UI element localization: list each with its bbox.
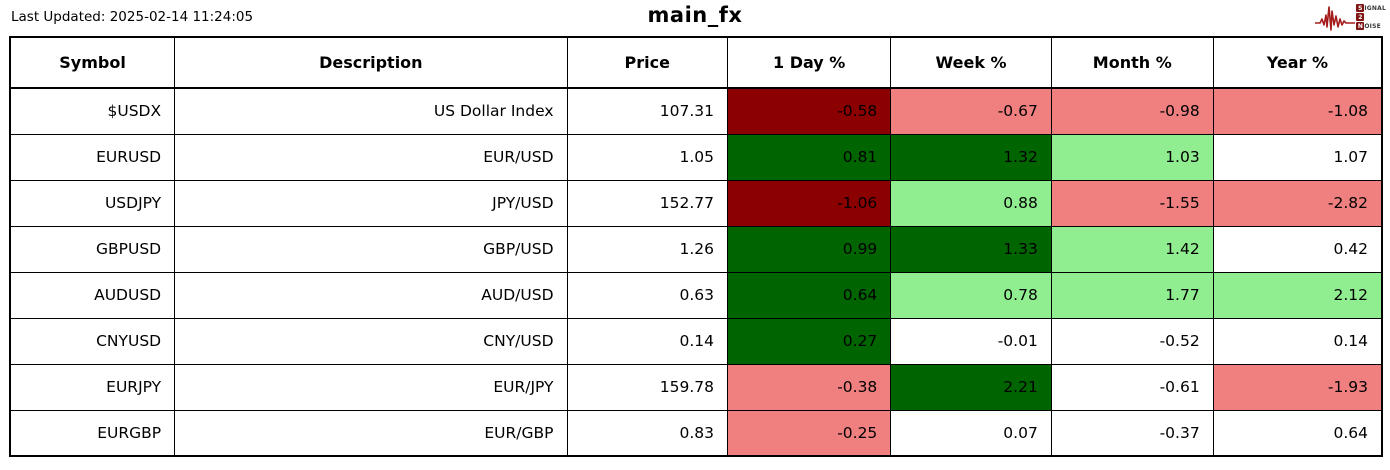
symbol-cell: GBPUSD [9, 225, 176, 273]
symbol-cell: $USDX [9, 87, 176, 135]
table-body: $USDX US Dollar Index 107.31 -0.58 -0.67 -0.9… [9, 87, 1383, 457]
page-title: main_fx [647, 3, 743, 27]
signal2noise-logo: S IGNAL 2 N OISE [1315, 2, 1386, 32]
table-header-row: Symbol Description Price 1 Day % Week % Month… [9, 36, 1383, 89]
description-cell: EUR/JPY [174, 363, 568, 411]
logo-text: S IGNAL 2 N OISE [1356, 4, 1386, 30]
year-change-cell: -1.93 [1212, 363, 1383, 411]
logo-rest-oise: OISE [1364, 22, 1381, 30]
column-header-month-change-cell: Month % [1050, 36, 1214, 89]
week-change-cell: 1.33 [890, 225, 1052, 273]
column-header-price-cell: Price [566, 36, 729, 89]
day-change-cell: -0.38 [727, 363, 892, 411]
table-row: EURJPY EUR/JPY 159.78 -0.38 2.21 -0.61 -1.93 [9, 363, 1383, 411]
table-row: EURGBP EUR/GBP 0.83 -0.25 0.07 -0.37 0.64 [9, 409, 1383, 457]
table-row: $USDX US Dollar Index 107.31 -0.58 -0.67 -0.9… [9, 87, 1383, 135]
price-cell: 152.77 [566, 179, 729, 227]
symbol-cell: EURGBP [9, 409, 176, 457]
logo-line-noise: N OISE [1356, 22, 1386, 30]
logo-line-signal: S IGNAL [1356, 4, 1386, 12]
table-row: AUDUSD AUD/USD 0.63 0.64 0.78 1.77 2.12 [9, 271, 1383, 319]
week-change-cell: -0.67 [890, 87, 1052, 135]
week-change-cell: 1.32 [890, 133, 1052, 181]
table-row: USDJPY JPY/USD 152.77 -1.06 0.88 -1.55 -2.82 [9, 179, 1383, 227]
price-cell: 107.31 [566, 87, 729, 135]
column-header-symbol-cell: Symbol [9, 36, 176, 89]
month-change-cell: -0.98 [1050, 87, 1214, 135]
month-change-cell: 1.42 [1050, 225, 1214, 273]
description-cell: AUD/USD [174, 271, 568, 319]
top-bar: Last Updated: 2025-02-14 11:24:05 main_f… [0, 0, 1390, 36]
price-cell: 1.26 [566, 225, 729, 273]
year-change-cell: -1.08 [1212, 87, 1383, 135]
description-cell: US Dollar Index [174, 87, 568, 135]
logo-line-two: 2 [1356, 13, 1386, 21]
column-header-week-change-cell: Week % [890, 36, 1052, 89]
table-row: CNYUSD CNY/USD 0.14 0.27 -0.01 -0.52 0.14 [9, 317, 1383, 365]
year-change-cell: 0.14 [1212, 317, 1383, 365]
fx-table: Symbol Description Price 1 Day % Week % Month… [9, 36, 1383, 457]
day-change-cell: -0.58 [727, 87, 892, 135]
day-change-cell: 0.64 [727, 271, 892, 319]
table-row: GBPUSD GBP/USD 1.26 0.99 1.33 1.42 0.42 [9, 225, 1383, 273]
description-cell: JPY/USD [174, 179, 568, 227]
year-change-cell: 0.64 [1212, 409, 1383, 457]
month-change-cell: 1.03 [1050, 133, 1214, 181]
symbol-cell: AUDUSD [9, 271, 176, 319]
column-header-description-cell: Description [174, 36, 568, 89]
logo-letterbox-n: N [1356, 22, 1365, 30]
symbol-cell: USDJPY [9, 179, 176, 227]
logo-rest-ignal: IGNAL [1364, 4, 1386, 12]
year-change-cell: 2.12 [1212, 271, 1383, 319]
description-cell: GBP/USD [174, 225, 568, 273]
price-cell: 159.78 [566, 363, 729, 411]
week-change-cell: 0.07 [890, 409, 1052, 457]
logo-letterbox-s: S [1356, 4, 1365, 12]
week-change-cell: 0.88 [890, 179, 1052, 227]
day-change-cell: 0.99 [727, 225, 892, 273]
year-change-cell: 0.42 [1212, 225, 1383, 273]
price-cell: 0.83 [566, 409, 729, 457]
description-cell: CNY/USD [174, 317, 568, 365]
symbol-cell: EURJPY [9, 363, 176, 411]
month-change-cell: 1.77 [1050, 271, 1214, 319]
symbol-cell: EURUSD [9, 133, 176, 181]
year-change-cell: 1.07 [1212, 133, 1383, 181]
month-change-cell: -0.52 [1050, 317, 1214, 365]
price-cell: 0.63 [566, 271, 729, 319]
table-row: EURUSD EUR/USD 1.05 0.81 1.32 1.03 1.07 [9, 133, 1383, 181]
price-cell: 0.14 [566, 317, 729, 365]
day-change-cell: -1.06 [727, 179, 892, 227]
price-cell: 1.05 [566, 133, 729, 181]
month-change-cell: -1.55 [1050, 179, 1214, 227]
year-change-cell: -2.82 [1212, 179, 1383, 227]
column-header-day-change-cell: 1 Day % [727, 36, 892, 89]
logo-letterbox-2: 2 [1356, 13, 1365, 21]
last-updated-text: Last Updated: 2025-02-14 11:24:05 [11, 9, 254, 25]
week-change-cell: 2.21 [890, 363, 1052, 411]
symbol-cell: CNYUSD [9, 317, 176, 365]
week-change-cell: 0.78 [890, 271, 1052, 319]
column-header-year-change-cell: Year % [1212, 36, 1383, 89]
day-change-cell: 0.27 [727, 317, 892, 365]
description-cell: EUR/USD [174, 133, 568, 181]
month-change-cell: -0.37 [1050, 409, 1214, 457]
month-change-cell: -0.61 [1050, 363, 1214, 411]
waveform-icon [1315, 2, 1356, 32]
week-change-cell: -0.01 [890, 317, 1052, 365]
day-change-cell: -0.25 [727, 409, 892, 457]
day-change-cell: 0.81 [727, 133, 892, 181]
description-cell: EUR/GBP [174, 409, 568, 457]
